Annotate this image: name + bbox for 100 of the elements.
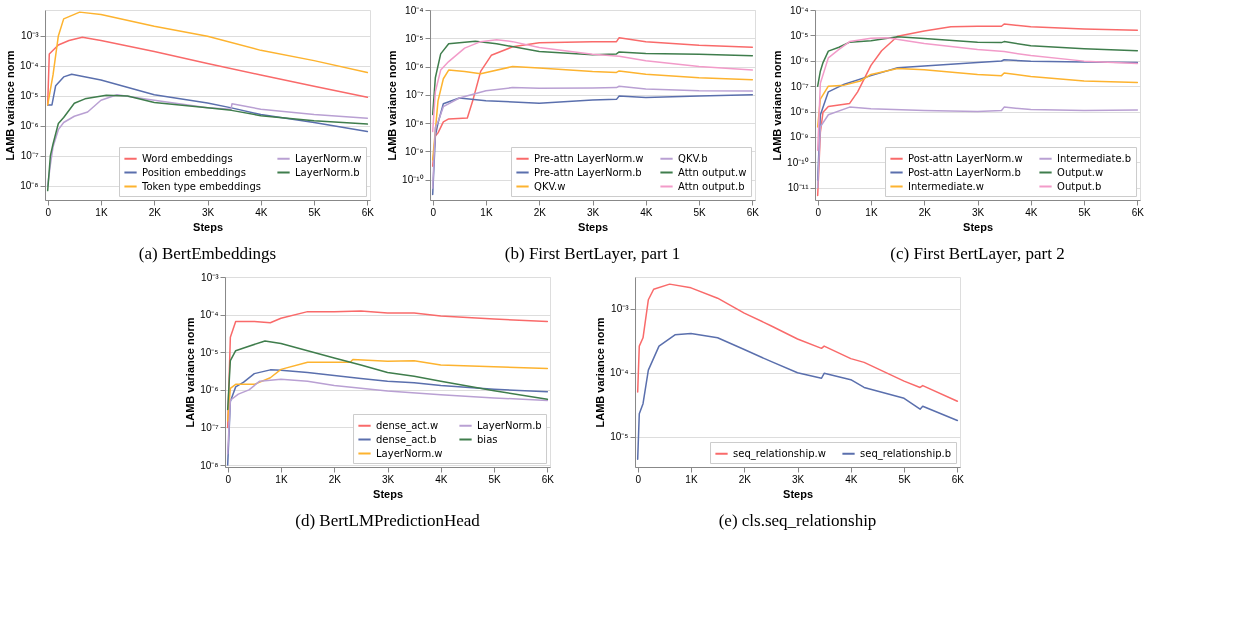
- x-tick-label: 4K: [640, 206, 653, 218]
- y-axis-title: LAMB variance norm: [386, 50, 399, 161]
- y-tick-label: 10⁻⁵: [20, 90, 39, 102]
- x-tick-label: 2K: [533, 206, 547, 218]
- legend-label: seq_relationship.w: [733, 447, 826, 460]
- y-tick-label: 10⁻¹⁰: [787, 156, 809, 168]
- legend-label: LayerNorm.b: [477, 419, 542, 431]
- y-tick-label: 10⁻¹¹: [787, 182, 810, 194]
- x-tick-label: 1K: [275, 473, 288, 485]
- line-series: [46, 73, 369, 133]
- x-tick-label: 3K: [381, 473, 395, 485]
- y-tick-label: 10⁻⁸: [790, 106, 809, 118]
- text: (e) cls.seq_relationship: [718, 511, 877, 530]
- x-axis-title: Steps: [193, 220, 224, 233]
- y-axis-title: LAMB variance norm: [771, 50, 784, 161]
- x-tick-label: 0: [815, 206, 822, 218]
- x-tick-label: 3K: [201, 206, 215, 218]
- line-series: [636, 283, 959, 402]
- y-tick-label: 10⁻⁷: [405, 89, 424, 101]
- x-tick-label: 2K: [148, 206, 162, 218]
- x-axis-title: Steps: [373, 487, 404, 500]
- x-tick-label: 0: [635, 473, 642, 485]
- x-tick-label: 1K: [480, 206, 493, 218]
- x-axis-title: Steps: [783, 487, 814, 500]
- x-tick-label: 6K: [1131, 206, 1145, 218]
- y-tick-label: 10⁻⁶: [405, 61, 424, 73]
- line-series: [431, 39, 754, 133]
- y-tick-label: 10⁻⁷: [790, 80, 809, 92]
- legend-label: Position embeddings: [142, 166, 246, 178]
- x-tick-label: 3K: [791, 473, 805, 485]
- x-tick-label: 4K: [845, 473, 858, 485]
- line-series: [46, 11, 369, 106]
- x-tick-label: 6K: [541, 473, 555, 485]
- legend-label: Output.w: [1057, 166, 1104, 178]
- x-tick-label: 2K: [738, 473, 752, 485]
- y-tick-label: 10⁻³: [611, 303, 630, 315]
- y-tick-label: 10⁻⁵: [200, 346, 219, 358]
- legend-label: Intermediate.b: [1057, 152, 1132, 164]
- legend-label: Token type embeddings: [141, 180, 261, 192]
- legend-label: Output.b: [1057, 180, 1102, 192]
- x-tick-label: 6K: [951, 473, 965, 485]
- y-tick-label: 10⁻⁶: [200, 384, 219, 396]
- legend-label: Post-attn LayerNorm.b: [908, 166, 1021, 178]
- legend-label: QKV.w: [534, 180, 566, 192]
- x-tick-label: 4K: [435, 473, 448, 485]
- legend-label: LayerNorm.w: [376, 447, 443, 459]
- x-tick-label: 1K: [95, 206, 108, 218]
- legend-label: seq_relationship.b: [860, 447, 952, 460]
- legend-label: Attn output.w: [678, 166, 747, 178]
- line-series: [431, 36, 754, 167]
- y-axis-title: LAMB variance norm: [4, 50, 17, 161]
- x-tick-label: 0: [430, 206, 437, 218]
- legend-label: Attn output.b: [678, 180, 745, 192]
- text: (d) BertLMPredictionHead: [295, 511, 481, 530]
- y-tick-label: 10⁻⁹: [405, 145, 424, 157]
- x-tick-label: 6K: [746, 206, 760, 218]
- text: (a) BertEmbeddings: [138, 244, 277, 263]
- x-tick-label: 4K: [255, 206, 268, 218]
- y-tick-label: 10⁻⁴: [200, 309, 219, 321]
- x-tick-label: 0: [225, 473, 232, 485]
- x-tick-label: 1K: [685, 473, 698, 485]
- y-tick-label: 10⁻⁹: [790, 131, 809, 143]
- y-axis-title: LAMB variance norm: [184, 317, 197, 428]
- legend-label: bias: [477, 433, 498, 445]
- x-tick-label: 5K: [693, 206, 707, 218]
- y-tick-label: 10⁻⁴: [790, 4, 809, 16]
- legend-label: dense_act.b: [376, 433, 437, 446]
- y-tick-label: 10⁻⁵: [790, 29, 809, 41]
- text: (b) First BertLayer, part 1: [504, 244, 681, 263]
- line-series: [226, 358, 549, 422]
- line-series: [816, 36, 1139, 87]
- y-tick-label: 10⁻⁴: [20, 60, 39, 72]
- x-tick-label: 5K: [1078, 206, 1092, 218]
- legend-label: QKV.b: [678, 152, 708, 164]
- line-series: [816, 67, 1139, 128]
- line-series: [816, 37, 1139, 152]
- y-tick-label: 10⁻⁴: [405, 4, 424, 16]
- x-tick-label: 2K: [328, 473, 342, 485]
- y-tick-label: 10⁻⁸: [200, 459, 219, 471]
- line-series: [816, 23, 1139, 197]
- y-tick-label: 10⁻⁸: [20, 180, 39, 192]
- legend-label: Post-attn LayerNorm.w: [908, 152, 1023, 164]
- y-tick-label: 10⁻⁵: [610, 431, 629, 443]
- legend-label: dense_act.w: [376, 419, 439, 432]
- x-tick-label: 5K: [898, 473, 912, 485]
- y-axis-title: LAMB variance norm: [594, 317, 607, 428]
- legend-label: LayerNorm.w: [295, 152, 362, 164]
- line-series: [431, 40, 754, 116]
- legend-label: Pre-attn LayerNorm.b: [534, 166, 642, 178]
- x-tick-label: 4K: [1025, 206, 1038, 218]
- line-series: [226, 340, 549, 411]
- x-tick-label: 5K: [308, 206, 322, 218]
- text: (c) First BertLayer, part 2: [890, 244, 1065, 263]
- x-tick-label: 6K: [361, 206, 375, 218]
- y-tick-label: 10⁻⁶: [20, 120, 39, 132]
- x-tick-label: 1K: [865, 206, 878, 218]
- y-tick-label: 10⁻¹⁰: [402, 174, 424, 186]
- x-axis-title: Steps: [578, 220, 609, 233]
- y-tick-label: 10⁻⁸: [405, 117, 424, 129]
- y-tick-label: 10⁻⁵: [405, 32, 424, 44]
